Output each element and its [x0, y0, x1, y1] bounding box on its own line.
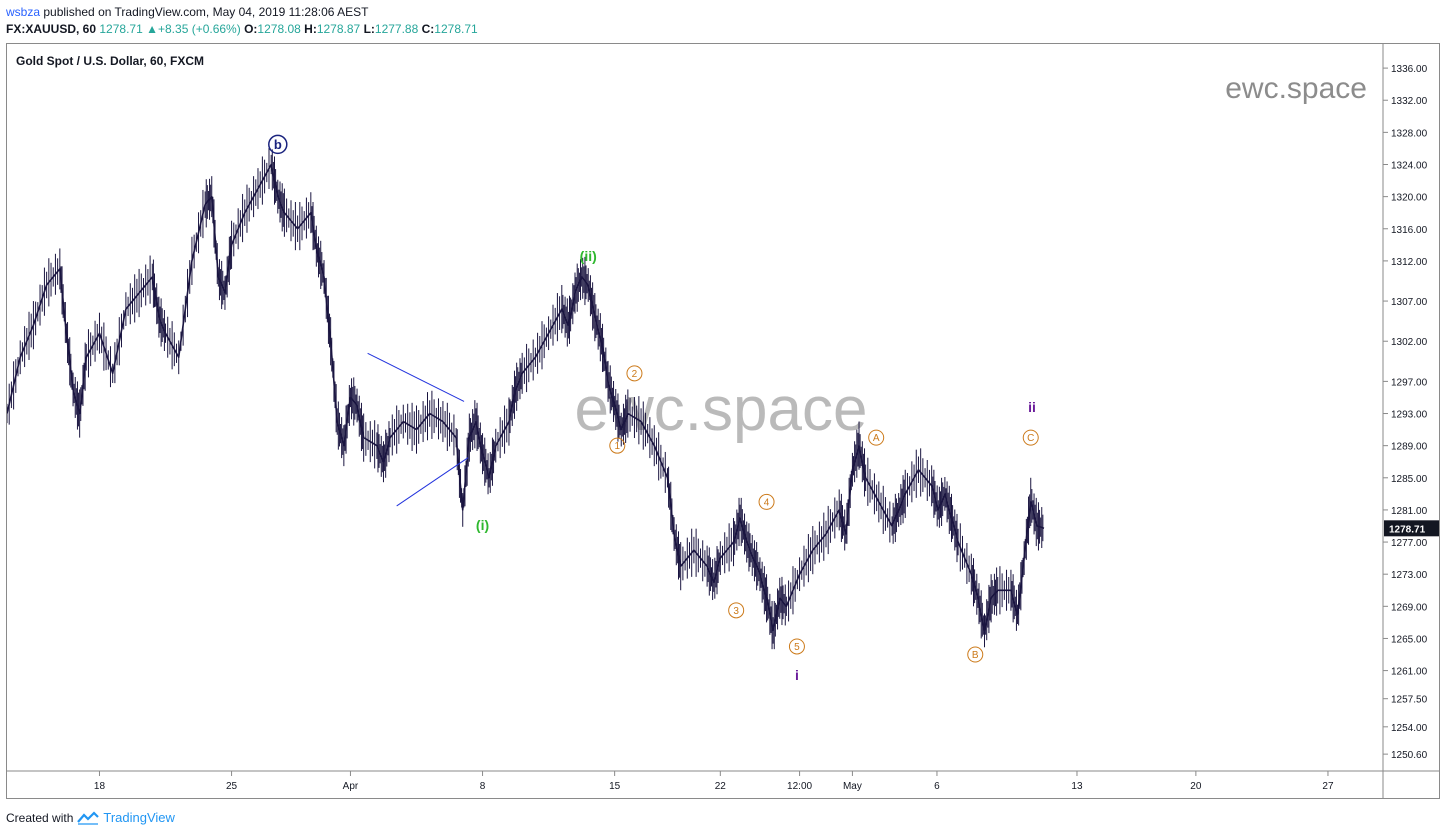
y-tick-label: 1281.00 — [1391, 506, 1428, 517]
y-tick-label: 1312.00 — [1391, 257, 1428, 268]
wave-label: 1 — [615, 441, 621, 452]
y-tick-label: 1320.00 — [1391, 193, 1428, 204]
up-triangle-icon: ▲ — [146, 22, 158, 36]
tradingview-brand-link[interactable]: TradingView — [103, 810, 175, 825]
x-tick-label: 25 — [226, 781, 238, 792]
x-tick-label: 18 — [94, 781, 106, 792]
y-tick-label: 1316.00 — [1391, 225, 1428, 236]
high-label: H: — [304, 22, 317, 36]
y-tick-label: 1250.60 — [1391, 750, 1428, 761]
wave-label-circle — [758, 493, 775, 510]
wave-label: (i) — [476, 517, 489, 533]
x-tick-label: 15 — [609, 781, 621, 792]
y-tick-label: 1293.00 — [1391, 410, 1428, 421]
wave-label-circle — [1022, 429, 1039, 446]
open-value: 1278.08 — [257, 22, 301, 36]
x-tick-label: 13 — [1071, 781, 1083, 792]
y-tick-label: 1324.00 — [1391, 160, 1428, 171]
wave-label-circle — [967, 646, 984, 663]
y-tick-label: 1265.00 — [1391, 634, 1428, 645]
triangle-trendline — [367, 352, 465, 402]
x-tick-label: 8 — [480, 781, 486, 792]
wave-label-circle — [788, 638, 805, 655]
wave-label: A — [873, 433, 880, 444]
close-value: 1278.71 — [434, 22, 478, 36]
price-series-line — [7, 163, 1045, 632]
triangle-trendline — [396, 457, 469, 507]
y-tick-label: 1269.00 — [1391, 602, 1428, 613]
last-price: 1278.71 — [99, 22, 143, 36]
y-tick-label: 1332.00 — [1391, 96, 1428, 107]
x-tick-label: May — [843, 781, 862, 792]
created-with-label: Created with — [6, 811, 74, 825]
wave-label: B — [972, 650, 979, 661]
wave-label: b — [274, 137, 282, 152]
y-tick-label: 1257.50 — [1391, 695, 1428, 706]
last-price-tag-label: 1278.71 — [1389, 524, 1426, 535]
y-tick-label: 1297.00 — [1391, 377, 1428, 388]
x-tick-label: 27 — [1322, 781, 1334, 792]
y-tick-label: 1336.00 — [1391, 64, 1428, 75]
y-tick-label: 1254.00 — [1391, 723, 1428, 734]
x-tick-label: 22 — [715, 781, 727, 792]
price-change: +8.35 (+0.66%) — [158, 22, 241, 36]
wave-label: ii — [1028, 399, 1036, 415]
wave-label: 2 — [632, 369, 638, 380]
watermark-top: ewc.space — [1225, 72, 1367, 105]
publish-info: published on TradingView.com, May 04, 20… — [43, 5, 369, 19]
last-price-tag — [1384, 520, 1439, 537]
author-link[interactable]: wsbza — [6, 5, 41, 19]
wave-label: (ii) — [580, 248, 597, 264]
footer: Created with TradingView — [6, 810, 175, 826]
wave-label: 4 — [764, 497, 770, 508]
ohlc-bar: FX:XAUUSD, 60 1278.71 ▲+8.35 (+0.66%) O:… — [6, 21, 478, 37]
y-tick-label: 1302.00 — [1391, 337, 1428, 348]
x-tick-label: Apr — [343, 781, 359, 792]
wave-label-circle — [728, 602, 745, 619]
chart-title: Gold Spot / U.S. Dollar, 60, FXCM — [16, 54, 204, 68]
wave-label-circle — [868, 429, 885, 446]
y-tick-label: 1328.00 — [1391, 128, 1428, 139]
wave-label-circle — [268, 134, 288, 155]
y-tick-label: 1277.00 — [1391, 538, 1428, 549]
close-label: C: — [421, 22, 435, 36]
y-tick-label: 1273.00 — [1391, 570, 1428, 581]
x-tick-label: 20 — [1190, 781, 1202, 792]
wave-label-circle — [626, 365, 643, 382]
wave-label: C — [1027, 433, 1034, 444]
high-value: 1278.87 — [316, 22, 361, 36]
wave-label: 5 — [794, 642, 800, 653]
open-label: O: — [244, 22, 258, 36]
low-value: 1277.88 — [374, 22, 419, 36]
wave-label: 3 — [733, 606, 739, 617]
symbol-label: FX:XAUUSD, 60 — [6, 22, 97, 36]
publish-header: wsbza published on TradingView.com, May … — [6, 4, 368, 20]
y-tick-label: 1289.00 — [1391, 442, 1428, 453]
price-chart[interactable]: Gold Spot / U.S. Dollar, 60, FXCM ewc.spa… — [7, 44, 1439, 798]
tradingview-logo-icon — [77, 811, 100, 825]
low-label: L: — [363, 22, 375, 36]
wave-label: i — [795, 667, 799, 683]
wave-label-circle — [609, 437, 626, 454]
y-tick-label: 1261.00 — [1391, 667, 1428, 678]
watermark-center: ewc.space — [575, 375, 868, 444]
y-tick-label: 1285.00 — [1391, 474, 1428, 485]
chart-frame[interactable]: Gold Spot / U.S. Dollar, 60, FXCM ewc.spa… — [6, 43, 1440, 799]
x-tick-label: 6 — [934, 781, 940, 792]
y-tick-label: 1307.00 — [1391, 297, 1428, 308]
x-tick-label: 12:00 — [787, 781, 812, 792]
